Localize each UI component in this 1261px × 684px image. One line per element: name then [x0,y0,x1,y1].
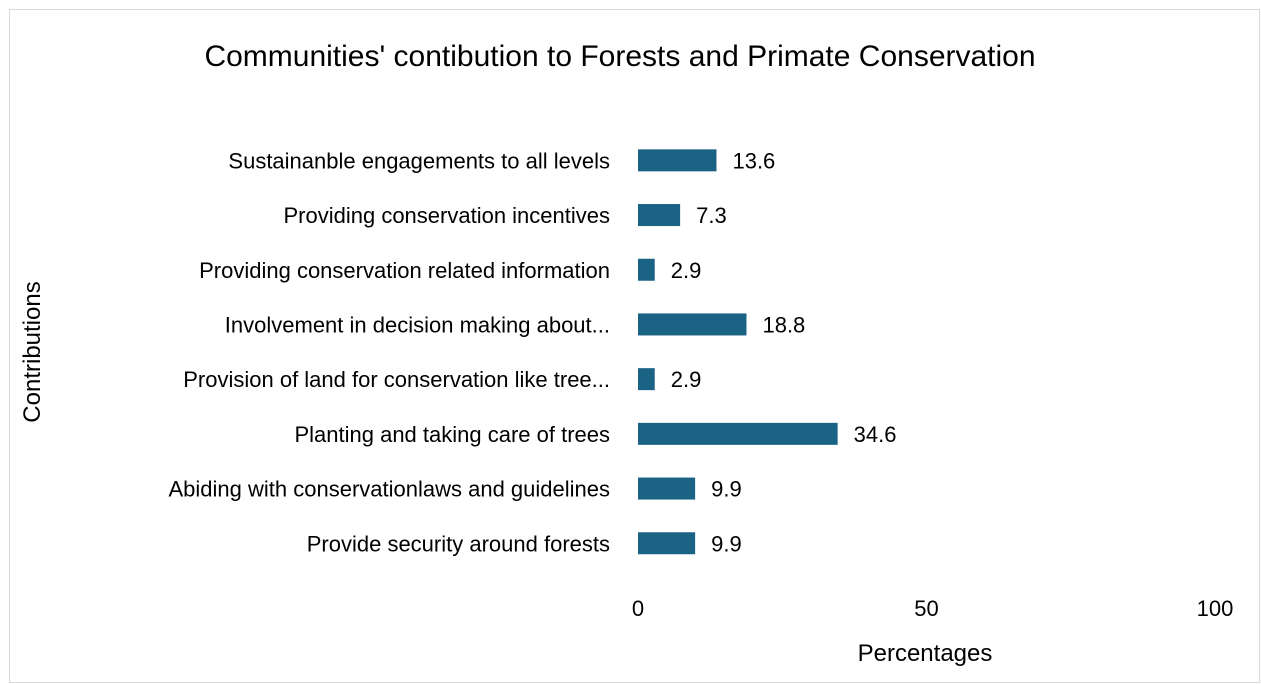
data-label: 2.9 [671,367,702,392]
category-label: Providing conservation related informati… [199,258,610,283]
bar [638,149,717,172]
x-axis-title: Percentages [858,640,993,667]
x-tick-label: 100 [1197,596,1234,621]
category-label: Planting and taking care of trees [294,422,610,447]
bars-layer [638,149,838,555]
bar [638,422,838,445]
category-label: Sustainanble engagements to all levels [228,148,610,173]
y-axis-title: Contributions [19,281,46,422]
data-label: 34.6 [854,422,897,447]
category-label: Abiding with conservationlaws and guidel… [169,477,611,502]
data-labels: 13.6 7.3 2.9 18.8 2.9 34.6 9.9 9.9 [671,148,897,556]
bar [638,313,747,336]
x-axis-ticks: 0 50 100 [632,596,1233,621]
bar [638,204,681,227]
data-label: 13.6 [732,148,775,173]
bar [638,368,655,391]
data-label: 9.9 [711,477,742,502]
data-label: 2.9 [671,258,702,283]
category-label: Involvement in decision making about... [225,312,610,337]
bar [638,258,655,281]
data-label: 18.8 [762,312,805,337]
x-tick-label: 50 [914,596,938,621]
data-label: 9.9 [711,531,742,556]
bar [638,532,696,555]
bar [638,477,696,500]
category-labels: Sustainanble engagements to all levels Pr… [169,148,611,556]
data-label: 7.3 [696,203,727,228]
category-label: Providing conservation incentives [283,203,610,228]
x-tick-label: 0 [632,596,644,621]
category-label: Provision of land for conservation like … [183,367,610,392]
chart-title: Communities' contibution to Forests and … [204,40,1036,73]
category-label: Provide security around forests [307,531,610,556]
chart-frame [9,9,1260,683]
